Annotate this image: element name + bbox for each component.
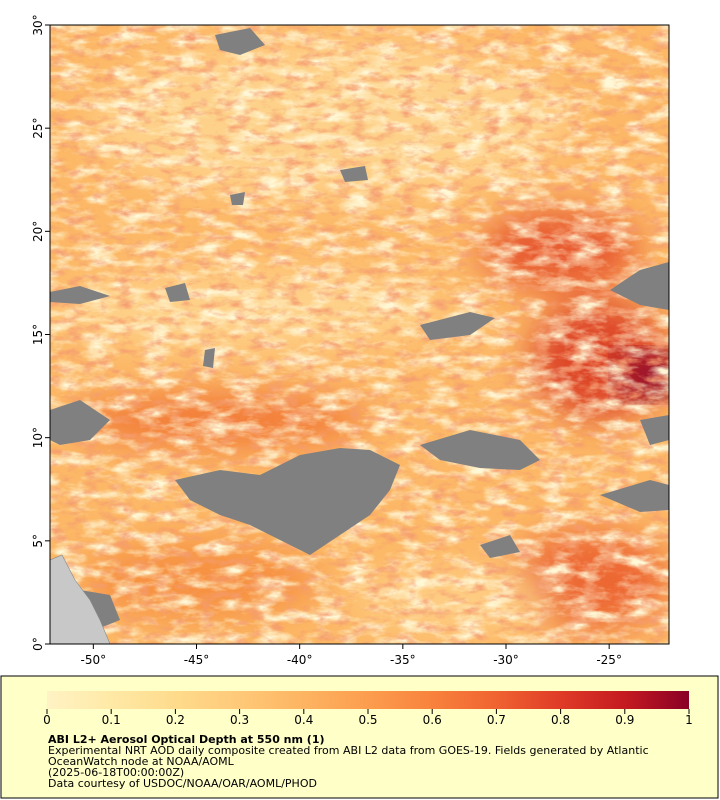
x-tick-label: -25° <box>596 653 622 667</box>
x-tick-label: -50° <box>81 653 107 667</box>
colorbar-tick-label: 0.6 <box>423 713 442 727</box>
y-tick-label: 5° <box>31 534 45 548</box>
y-tick-label: 10° <box>31 427 45 448</box>
colorbar-tick-label: 0.9 <box>615 713 634 727</box>
caption-line: Experimental NRT AOD daily composite cre… <box>48 744 649 757</box>
colorbar-tick-label: 1 <box>685 713 693 727</box>
colorbar-tick-label: 0.8 <box>551 713 570 727</box>
colorbar-tick-label: 0 <box>43 713 51 727</box>
caption-line: Data courtesy of USDOC/NOAA/OAR/AOML/PHO… <box>48 777 317 790</box>
colorbar-tick-label: 0.4 <box>294 713 313 727</box>
y-tick-label: 30° <box>31 14 45 35</box>
caption-line: OceanWatch node at NOAA/AOML <box>48 755 235 768</box>
colorbar <box>47 691 689 709</box>
y-tick-label: 0° <box>31 637 45 651</box>
colorbar-tick-label: 0.3 <box>230 713 249 727</box>
caption-line: (2025-06-18T00:00:00Z) <box>48 766 184 779</box>
y-tick-label: 20° <box>31 221 45 242</box>
y-tick-label: 15° <box>31 324 45 345</box>
x-tick-label: -45° <box>184 653 210 667</box>
colorbar-tick-label: 0.7 <box>487 713 506 727</box>
x-tick-label: -35° <box>390 653 416 667</box>
colorbar-tick-label: 0.5 <box>358 713 377 727</box>
colorbar-tick-label: 0.2 <box>166 713 185 727</box>
y-tick-label: 25° <box>31 118 45 139</box>
aod-map <box>50 25 669 644</box>
caption-title: ABI L2+ Aerosol Optical Depth at 550 nm … <box>48 733 325 746</box>
x-tick-label: -30° <box>493 653 519 667</box>
colorbar-tick-label: 0.1 <box>102 713 121 727</box>
x-tick-label: -40° <box>287 653 313 667</box>
